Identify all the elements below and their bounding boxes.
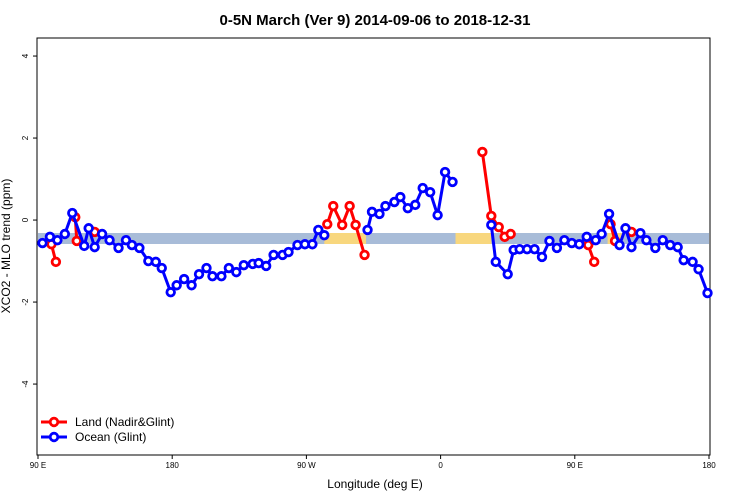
point [395,191,406,203]
point [417,182,428,194]
point [201,262,212,274]
point [104,234,115,246]
y-tick-label: 0 [21,217,30,222]
legend-label: Land (Nadir&Glint) [75,415,174,429]
point [50,256,62,268]
point [380,200,391,212]
point [432,209,443,221]
point [156,262,167,274]
point [359,249,370,261]
point [350,219,361,231]
legend-marker [48,416,60,428]
point [150,256,161,268]
point [165,287,176,298]
point [502,268,513,280]
y-tick-label: -2 [21,298,30,306]
point [583,239,594,251]
point [83,223,94,234]
point [283,246,294,258]
point [505,228,516,240]
point [477,146,488,158]
point [322,218,333,230]
point [193,268,205,280]
point [113,242,124,254]
point [574,239,585,250]
point [588,256,600,268]
point [89,241,100,253]
point [336,219,348,231]
x-tick-label: 180 [166,461,180,470]
x-tick-label: 90 E [30,461,46,470]
point [486,210,497,222]
point [536,251,548,263]
point [59,228,71,240]
point [603,208,615,220]
x-tick-label: 180 [702,461,716,470]
y-tick-label: -4 [21,380,30,388]
point [134,242,145,254]
point [344,200,355,212]
point [447,176,458,188]
point [307,239,318,250]
point [596,228,607,240]
point [186,280,197,291]
point [223,262,235,274]
point [529,243,540,255]
point [614,239,625,251]
series-line [41,168,709,296]
point [67,207,78,219]
point [79,240,90,252]
point [238,259,249,271]
point [260,260,272,272]
x-tick-label: 90 W [297,461,316,470]
point [216,271,227,282]
point [96,228,108,240]
chart-title: 0-5N March (Ver 9) 2014-09-06 to 2018-12… [219,12,530,29]
point [37,237,48,249]
point [678,255,689,266]
point [620,223,631,234]
point [693,264,704,275]
point [313,224,324,236]
point [657,234,668,246]
point [362,224,373,236]
point [490,256,501,268]
y-axis-label: XCO2 - MLO trend (ppm) [0,179,13,314]
legend-marker [48,431,60,443]
point [171,280,182,291]
point [374,208,385,220]
point [687,256,698,268]
point [439,166,451,178]
point [641,234,652,246]
plot-frame [36,37,711,456]
point [268,249,279,261]
point [635,227,646,239]
legend-label: Ocean (Glint) [75,430,146,444]
x-tick-label: 0 [438,461,443,470]
point [581,231,592,243]
point [207,271,218,282]
point [328,200,339,212]
point [231,266,242,278]
x-axis-label: Longitude (deg E) [327,477,422,491]
y-tick-label: 4 [21,53,30,58]
point [544,235,555,247]
point [424,186,436,198]
point [178,273,190,285]
point [486,219,497,231]
point [626,241,637,253]
x-tick-label: 90 E [567,461,583,470]
point [52,234,63,246]
point [672,241,683,253]
point [410,199,421,211]
point [650,242,661,254]
point [702,287,713,299]
point [590,234,601,246]
point [551,242,563,254]
y-tick-label: 2 [21,135,30,140]
point [71,235,82,247]
point [319,230,330,241]
